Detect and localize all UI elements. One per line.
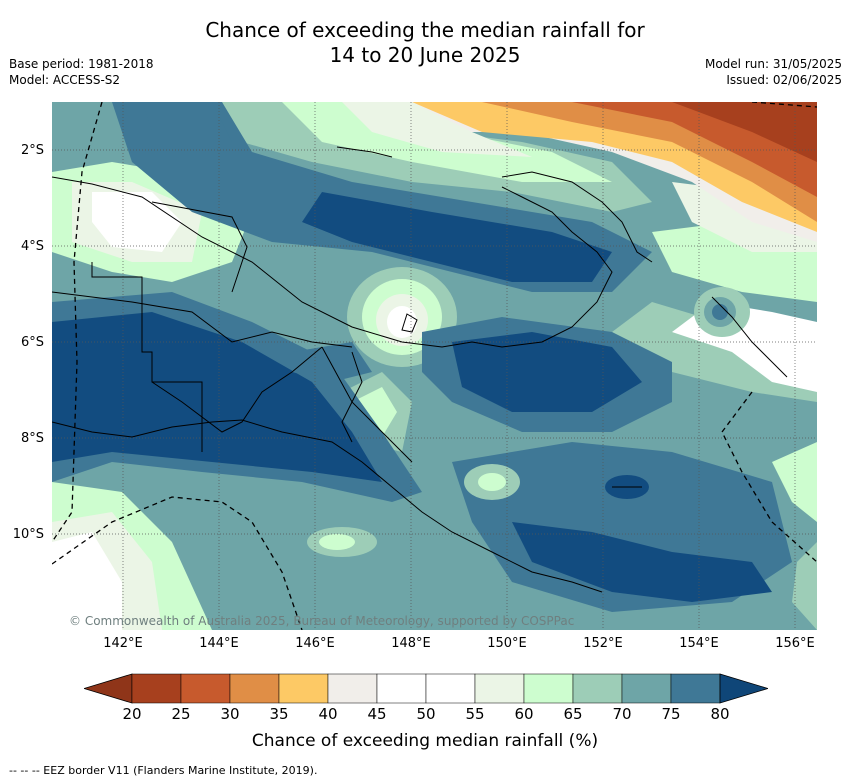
colorbar-segment bbox=[327, 673, 378, 704]
colorbar-tick-label: 35 bbox=[269, 705, 289, 723]
lon-label-148e: 148°E bbox=[391, 636, 431, 651]
lat-label-10s: 10°S bbox=[12, 527, 44, 542]
eez-legend: -- -- -- EEZ border V11 (Flanders Marine… bbox=[9, 764, 318, 777]
colorbar-tick-label: 20 bbox=[122, 705, 142, 723]
lat-label-8s: 8°S bbox=[20, 431, 44, 446]
colorbar-tick-label: 50 bbox=[416, 705, 436, 723]
rainfall-map bbox=[52, 102, 817, 630]
colorbar-over-arrow bbox=[719, 673, 768, 704]
colorbar-segment bbox=[523, 673, 574, 704]
lon-label-152e: 152°E bbox=[583, 636, 623, 651]
colorbar-tick-label: 55 bbox=[465, 705, 485, 723]
colorbar-segment bbox=[131, 673, 182, 704]
colorbar-tick-label: 75 bbox=[661, 705, 681, 723]
colorbar-tick-label: 80 bbox=[710, 705, 730, 723]
colorbar-segment bbox=[474, 673, 525, 704]
colorbar-tick-label: 65 bbox=[563, 705, 583, 723]
colorbar-tick-label: 40 bbox=[318, 705, 338, 723]
colorbar-label: Chance of exceeding median rainfall (%) bbox=[251, 731, 599, 751]
meta-left: Base period: 1981-2018 Model: ACCESS-S2 bbox=[9, 56, 154, 88]
lon-label-156e: 156°E bbox=[775, 636, 815, 651]
colorbar-tick-label: 25 bbox=[171, 705, 191, 723]
colorbar-segment bbox=[572, 673, 623, 704]
colorbar-under-arrow bbox=[84, 673, 133, 704]
lat-label-2s: 2°S bbox=[20, 143, 44, 158]
colorbar-tick-label: 70 bbox=[612, 705, 632, 723]
map-title: Chance of exceeding the median rainfall … bbox=[0, 18, 850, 68]
colorbar-segment bbox=[621, 673, 672, 704]
model-name: Model: ACCESS-S2 bbox=[9, 73, 121, 87]
copyright-notice: © Commonwealth of Australia 2025, Bureau… bbox=[69, 614, 575, 628]
colorbar-tick-label: 45 bbox=[367, 705, 387, 723]
title-line-2: 14 to 20 June 2025 bbox=[329, 43, 521, 67]
colorbar-segment bbox=[670, 673, 721, 704]
issued-date: Issued: 02/06/2025 bbox=[726, 73, 842, 87]
colorbar-segment bbox=[376, 673, 427, 704]
meta-right: Model run: 31/05/2025 Issued: 02/06/2025 bbox=[705, 56, 842, 88]
lon-label-142e: 142°E bbox=[103, 636, 143, 651]
lon-label-150e: 150°E bbox=[487, 636, 527, 651]
base-period: Base period: 1981-2018 bbox=[9, 57, 154, 71]
colorbar-segment bbox=[278, 673, 329, 704]
model-run: Model run: 31/05/2025 bbox=[704, 57, 842, 71]
lon-label-144e: 144°E bbox=[199, 636, 239, 651]
colorbar-tick-label: 30 bbox=[220, 705, 240, 723]
lon-label-146e: 146°E bbox=[295, 636, 335, 651]
colorbar-segment bbox=[180, 673, 231, 704]
lon-label-154e: 154°E bbox=[679, 636, 719, 651]
colorbar-segment bbox=[229, 673, 280, 704]
lat-label-6s: 6°S bbox=[20, 335, 44, 350]
lat-label-4s: 4°S bbox=[20, 239, 44, 254]
colorbar bbox=[84, 673, 768, 704]
title-line-1: Chance of exceeding the median rainfall … bbox=[205, 18, 645, 42]
colorbar-tick-label: 60 bbox=[514, 705, 534, 723]
colorbar-segment bbox=[425, 673, 476, 704]
